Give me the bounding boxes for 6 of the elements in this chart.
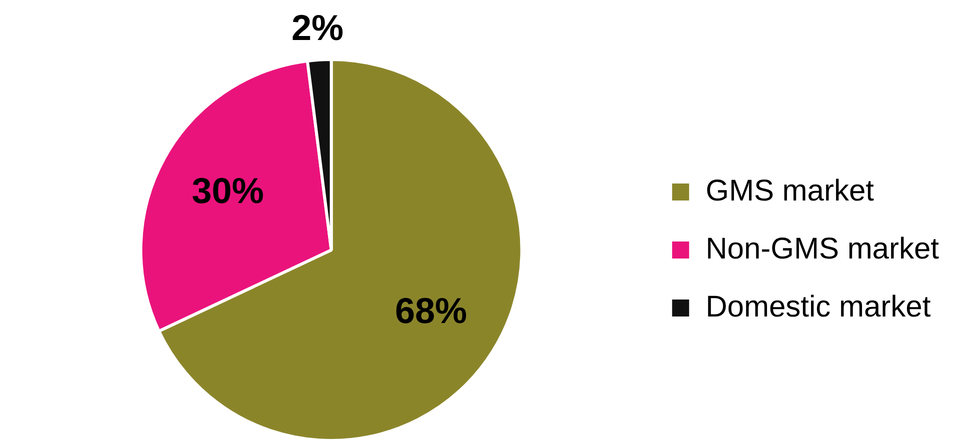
legend-label: Non-GMS market — [706, 232, 940, 266]
legend-label: Domestic market — [706, 290, 932, 324]
data-label: 30% — [192, 170, 264, 212]
data-label: 68% — [395, 290, 468, 332]
data-label: 2% — [291, 6, 344, 48]
legend-label: GMS market — [706, 174, 875, 208]
